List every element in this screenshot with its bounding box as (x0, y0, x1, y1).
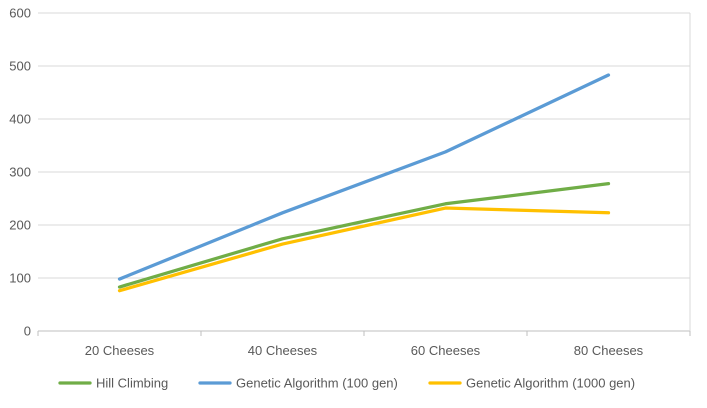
legend: Hill Climbing Genetic Algorithm (100 gen)… (58, 376, 635, 391)
legend-item-genetic-algorithm-100-gen: Genetic Algorithm (100 gen) (198, 376, 398, 391)
series-line-genetic-algorithm-1000-gen (117, 206, 611, 293)
x-tick-label-20-cheeses: 20 Cheeses (85, 343, 155, 358)
series-line-genetic-algorithm-100-gen (117, 73, 611, 281)
legend-item-genetic-algorithm-1000-gen: Genetic Algorithm (1000 gen) (428, 376, 635, 391)
legend-item-hill-climbing: Hill Climbing (58, 376, 168, 391)
x-axis-tick-labels: 20 Cheeses 40 Cheeses 60 Cheeses 80 Cheeses (37, 331, 691, 358)
legend-label-hill-climbing: Hill Climbing (96, 376, 168, 391)
y-tick-label: 300 (9, 165, 31, 180)
y-tick-label: 100 (9, 271, 31, 286)
y-axis-tick-labels: 0 100 200 300 400 500 600 (9, 6, 31, 339)
series-lines (117, 73, 611, 293)
y-tick-label: 500 (9, 59, 31, 74)
x-tick-label-80-cheeses: 80 Cheeses (574, 343, 644, 358)
y-tick-label: 200 (9, 218, 31, 233)
legend-label-genetic-algorithm-100-gen: Genetic Algorithm (100 gen) (236, 376, 398, 391)
y-tick-label: 600 (9, 6, 31, 21)
legend-label-genetic-algorithm-1000-gen: Genetic Algorithm (1000 gen) (466, 376, 635, 391)
y-tick-label: 400 (9, 112, 31, 127)
x-tick-label-40-cheeses: 40 Cheeses (248, 343, 318, 358)
y-tick-label: 0 (24, 324, 31, 339)
x-tick-label-60-cheeses: 60 Cheeses (411, 343, 481, 358)
series-line-hill-climbing (117, 182, 611, 289)
